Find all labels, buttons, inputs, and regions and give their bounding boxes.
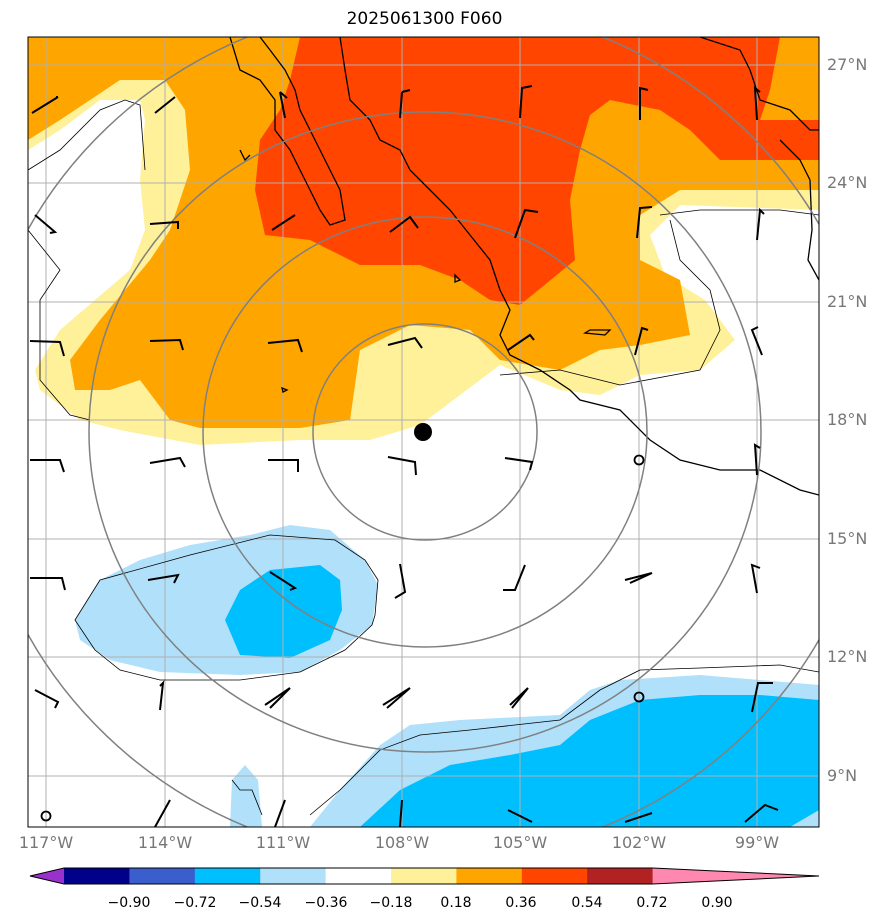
contour-lines	[28, 99, 819, 816]
lat-label: 12°N	[827, 647, 868, 666]
colorbar-tick-label: 0.54	[571, 895, 603, 911]
wind-barbs	[29, 85, 779, 827]
lon-label: 105°W	[492, 833, 548, 852]
colorbar-tick-label: 0.90	[701, 895, 733, 911]
colorbar-segment	[325, 868, 392, 884]
colorbar-tick-label: −0.18	[369, 895, 413, 911]
colorbar-segment	[129, 868, 196, 884]
lat-label: 21°N	[827, 292, 868, 311]
lat-label: 18°N	[827, 410, 868, 429]
colorbar	[29, 867, 820, 885]
lat-label: 24°N	[827, 173, 868, 192]
colorbar-outline	[29, 867, 820, 885]
colorbar-tick-label: 0.72	[636, 895, 668, 911]
colorbar-segment	[587, 868, 654, 884]
colorbar-segment	[456, 868, 523, 884]
lon-label: 99°W	[734, 833, 780, 852]
storm-center-marker	[414, 423, 432, 441]
lat-label: 27°N	[827, 55, 868, 74]
lon-label: 102°W	[611, 833, 667, 852]
chart-title: 2025061300 F060	[346, 9, 503, 29]
colorbar-tick-label: 0.36	[505, 895, 537, 911]
shade-pos-0.54	[255, 37, 819, 305]
map-plot	[27, 36, 820, 828]
colorbar-extend-low	[30, 868, 64, 884]
colorbar-segment	[391, 868, 457, 884]
colorbar-segment	[194, 868, 261, 884]
lon-label: 114°W	[137, 833, 193, 852]
lat-label: 9°N	[827, 766, 858, 785]
colorbar-tick-label: −0.54	[238, 895, 282, 911]
lon-label: 117°W	[18, 833, 74, 852]
colorbar-tick-label: −0.90	[107, 895, 151, 911]
calm-markers	[40, 454, 645, 822]
colorbar-tick-label: 0.18	[440, 895, 472, 911]
colorbar-segment	[260, 868, 327, 884]
colorbar-tick-label: −0.36	[304, 895, 348, 911]
range-rings	[28, 37, 819, 827]
coastline	[229, 37, 819, 496]
lon-label: 111°W	[255, 833, 311, 852]
colorbar-extend-high	[652, 868, 819, 884]
shade-neg-0.18-small	[230, 765, 262, 827]
colorbar-segment	[64, 868, 130, 884]
colorbar-tick-label: −0.72	[173, 895, 217, 911]
lat-label: 15°N	[827, 529, 868, 548]
colorbar-segment	[521, 868, 588, 884]
lon-label: 108°W	[374, 833, 430, 852]
shade-neg-0.36-south	[360, 695, 819, 827]
